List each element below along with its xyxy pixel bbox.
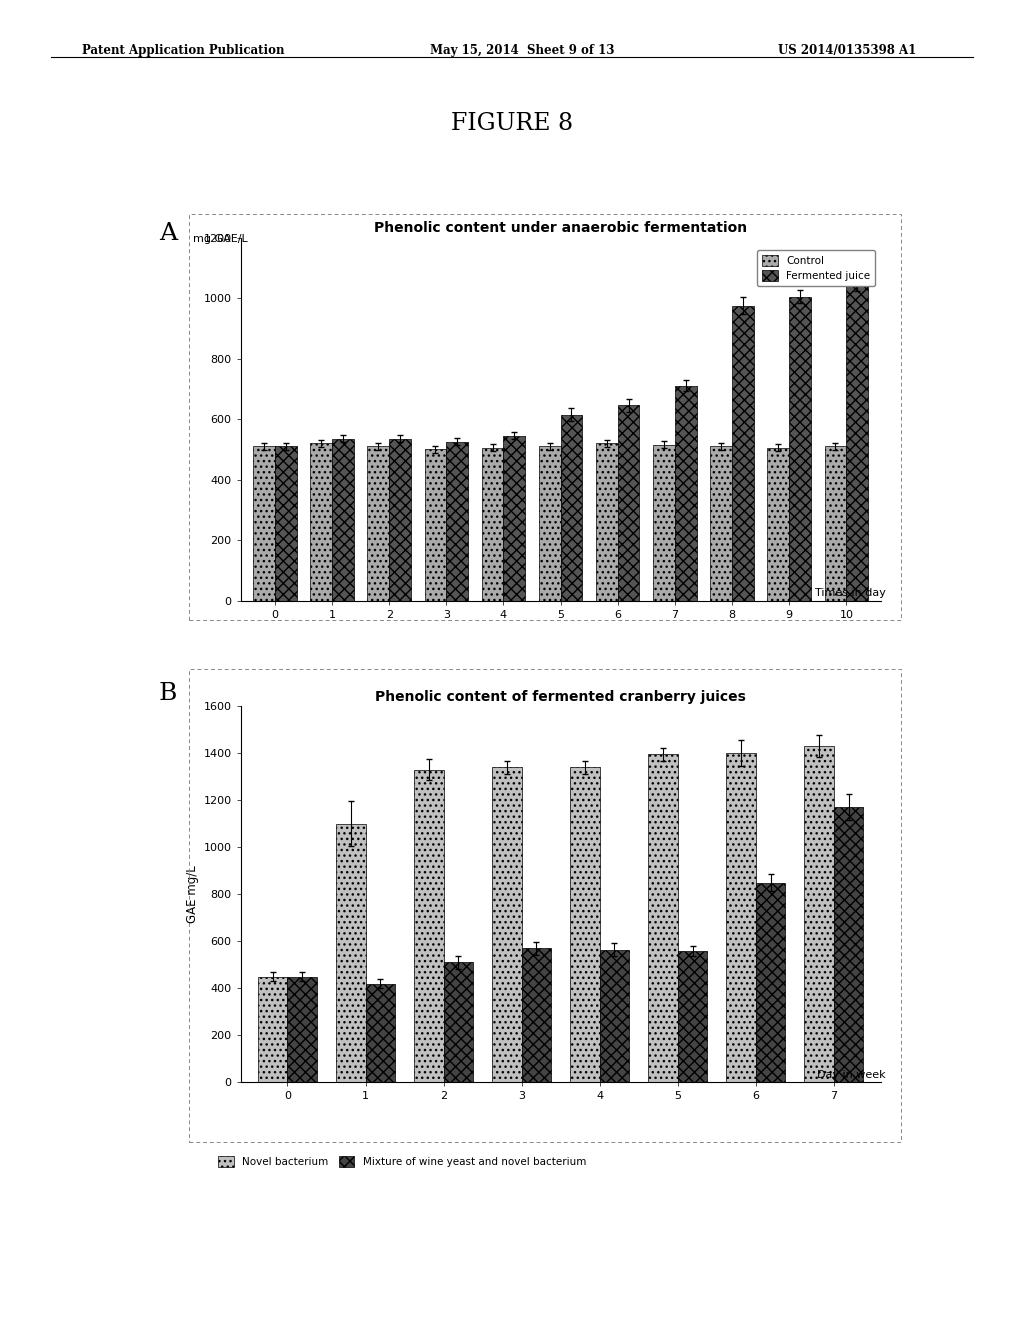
Bar [732,306,754,601]
Bar [443,962,473,1082]
Text: Times in day: Times in day [815,587,886,598]
Bar [804,746,834,1082]
Bar [675,385,696,601]
Bar [596,444,617,601]
Bar [561,414,583,601]
Bar [711,446,732,601]
Bar [504,436,525,601]
Text: mg GAE/L: mg GAE/L [193,234,247,244]
Text: FIGURE 8: FIGURE 8 [451,112,573,135]
Bar [258,977,288,1082]
Text: Day in week: Day in week [817,1069,886,1080]
Bar [336,824,366,1082]
Bar [600,949,630,1082]
Bar [790,297,811,601]
Bar [768,447,790,601]
Bar [368,446,389,601]
Text: A: A [159,222,177,244]
Text: Patent Application Publication: Patent Application Publication [82,44,285,57]
Bar [274,446,297,601]
Legend: Novel bacterium, Mixture of wine yeast and novel bacterium: Novel bacterium, Mixture of wine yeast a… [214,1152,590,1171]
Bar [678,950,708,1082]
Bar [824,446,847,601]
Bar [847,282,868,601]
Text: B: B [159,682,177,705]
Bar [539,446,560,601]
Text: May 15, 2014  Sheet 9 of 13: May 15, 2014 Sheet 9 of 13 [430,44,614,57]
Bar [414,770,443,1082]
Bar [366,983,395,1082]
Y-axis label: GAE mg/L: GAE mg/L [186,866,200,923]
Bar [756,883,785,1082]
Bar [834,808,863,1082]
Bar [425,449,446,601]
Bar [389,438,411,601]
Bar [521,948,551,1082]
Title: Phenolic content under anaerobic fermentation: Phenolic content under anaerobic ferment… [374,220,748,235]
Bar [570,767,600,1082]
Bar [332,438,353,601]
Bar [446,442,468,601]
Text: US 2014/0135398 A1: US 2014/0135398 A1 [778,44,916,57]
Bar [726,754,756,1082]
Bar [253,446,274,601]
Bar [310,444,332,601]
Title: Phenolic content of fermented cranberry juices: Phenolic content of fermented cranberry … [375,689,746,704]
Bar [481,447,504,601]
Bar [492,767,521,1082]
Bar [617,405,640,601]
Bar [648,755,678,1082]
Legend: Control, Fermented juice: Control, Fermented juice [757,249,876,286]
Bar [653,445,675,601]
Bar [288,977,317,1082]
